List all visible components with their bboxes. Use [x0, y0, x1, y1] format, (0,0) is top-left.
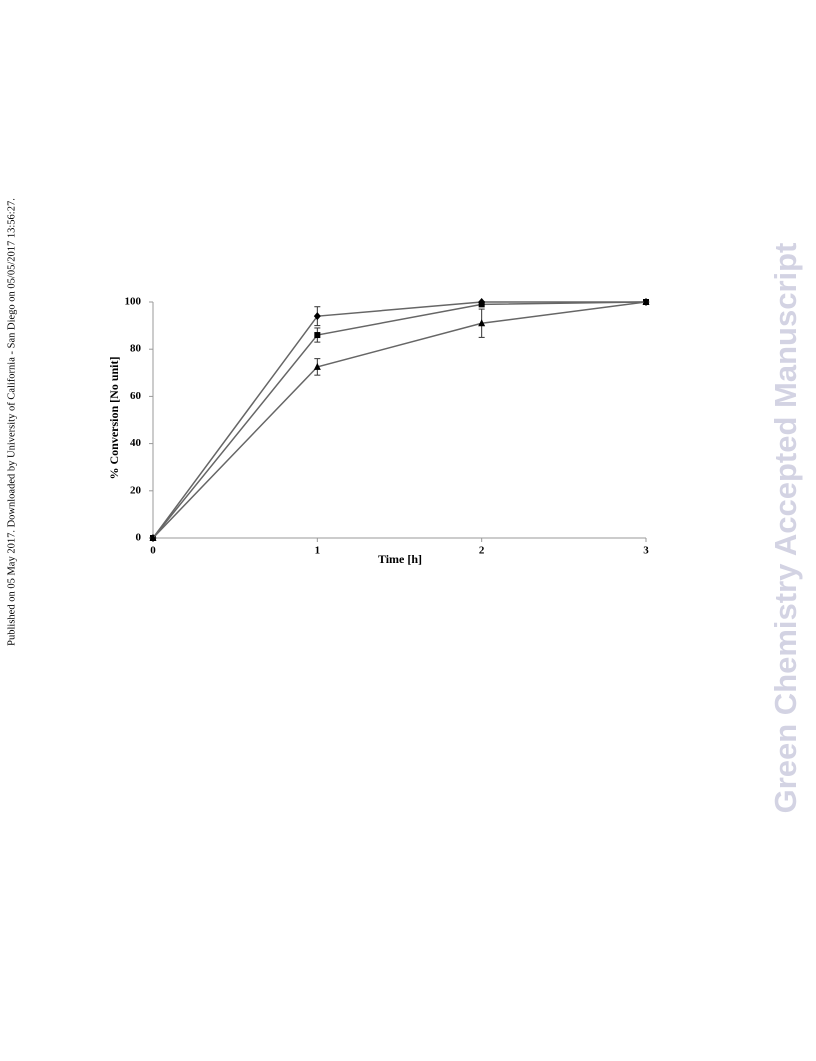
- series-line: [152, 301, 647, 539]
- series-line: [152, 301, 646, 539]
- marker: [313, 312, 321, 321]
- y-axis-label: % Conversion [No unit]: [107, 356, 121, 479]
- marker: [313, 362, 321, 370]
- marker: [149, 534, 157, 541]
- y-tick-label: 20: [130, 484, 142, 496]
- marker: [478, 301, 485, 308]
- x-tick-label: 2: [479, 545, 485, 557]
- x-axis-label: Time [h]: [378, 552, 422, 566]
- x-tick-label: 3: [643, 545, 649, 557]
- y-tick-label: 100: [125, 296, 142, 308]
- marker: [314, 332, 321, 339]
- watermark: Green Chemistry Accepted Manuscript: [768, 243, 803, 814]
- y-tick-label: 40: [130, 437, 142, 449]
- y-tick-label: 0: [136, 532, 142, 544]
- sidebar-note: Published on 05 May 2017. Downloaded by …: [6, 198, 17, 646]
- y-tick-label: 80: [130, 343, 142, 355]
- marker: [642, 298, 650, 305]
- y-tick-label: 60: [130, 390, 142, 402]
- x-tick-label: 0: [150, 545, 156, 557]
- x-tick-label: 1: [315, 545, 321, 557]
- series-line: [152, 301, 647, 539]
- marker: [478, 319, 486, 327]
